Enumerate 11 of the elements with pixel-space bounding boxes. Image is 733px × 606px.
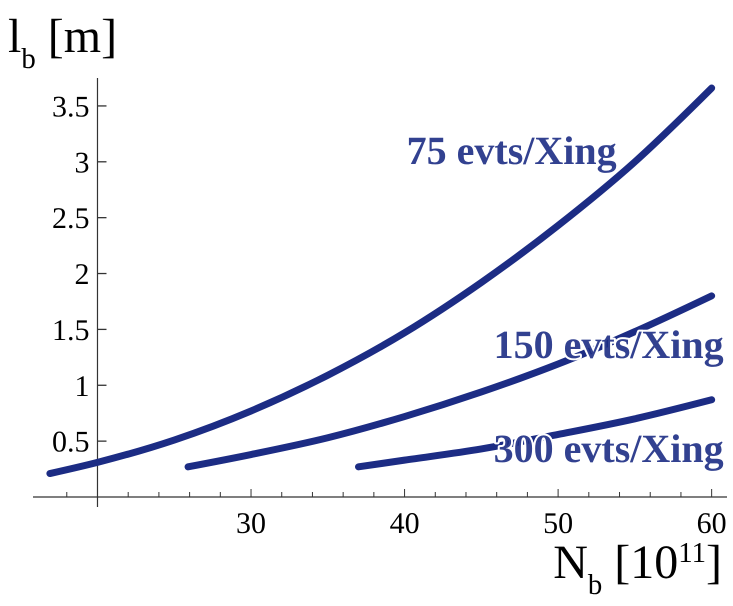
y-tick-label: 3.5 bbox=[52, 90, 90, 124]
y-tick-label: 1 bbox=[74, 370, 90, 403]
y-tick-label: 3 bbox=[74, 146, 90, 180]
y-tick-label: 1.5 bbox=[52, 314, 90, 347]
y-tick-label: 2.5 bbox=[52, 202, 90, 236]
y-axis-title: l$_{b}$ [m] bbox=[8, 10, 118, 75]
x-tick-label: 30 bbox=[236, 507, 266, 540]
x-tick-label: 40 bbox=[390, 507, 420, 540]
y-tick-label: 0.5 bbox=[52, 426, 90, 459]
y-tick-label: 2 bbox=[74, 258, 90, 292]
series-label: 75 evts/Xing bbox=[406, 128, 617, 174]
